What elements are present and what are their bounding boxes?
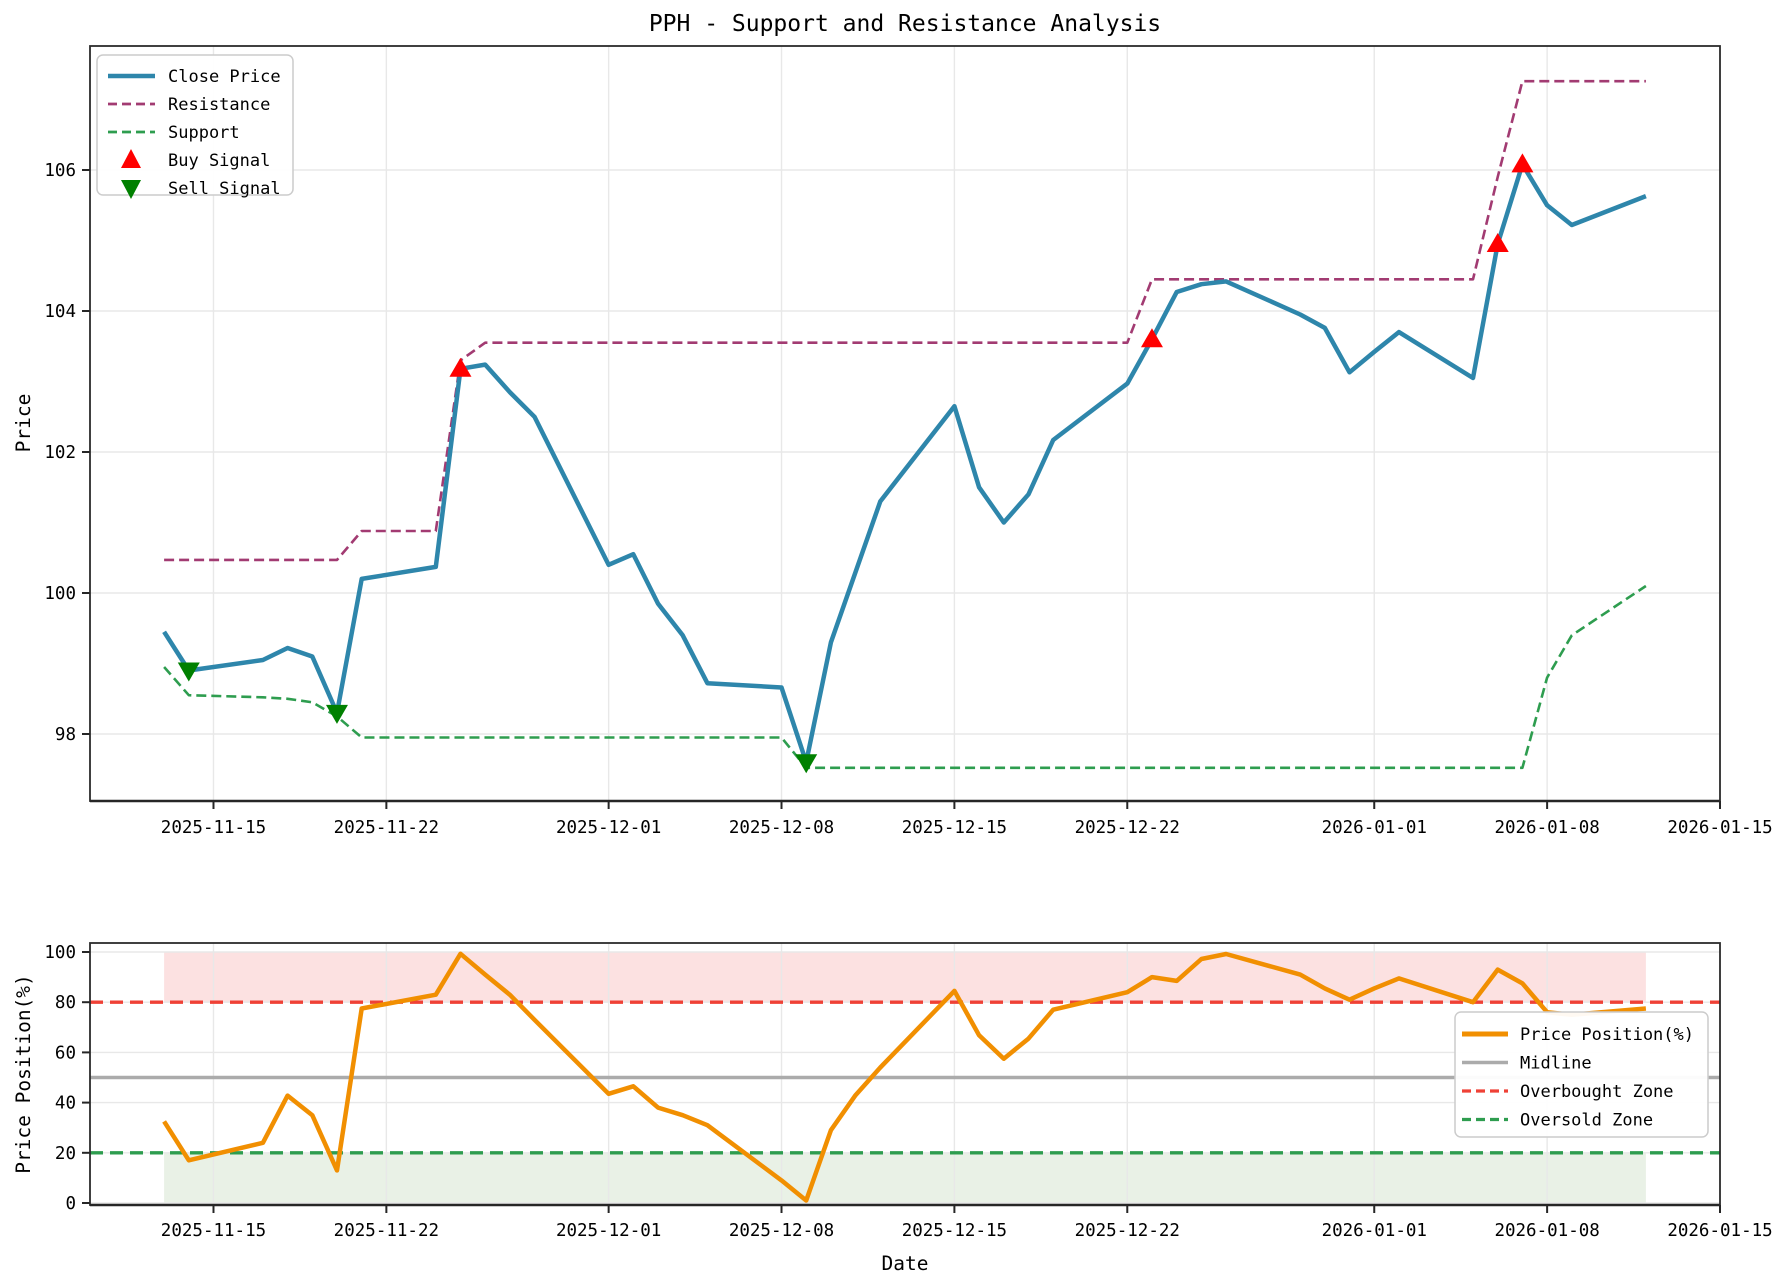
sell-signal-marker: [325, 704, 348, 724]
y-tick-label: 104: [44, 302, 76, 322]
y-tick-label: 100: [44, 943, 76, 963]
price-chart-legend: Close Price Resistance Support Buy Signal Se…: [96, 54, 294, 199]
legend-entry-label: Sell Signal: [168, 179, 281, 199]
y-tick-label: 100: [44, 584, 76, 604]
date-axis-label: Date: [882, 1252, 929, 1275]
buy-signal-marker: [1486, 233, 1509, 253]
buy-signal-legend-icon: [121, 149, 141, 168]
axis-ticks: 2025-11-15 2025-11-22 2025-12-01 2025-12-08…: [44, 943, 1772, 1241]
y-tick-label: 80: [55, 993, 76, 1013]
price-chart: 2025-11-15 2025-11-22 2025-12-01 2025-12-08…: [44, 45, 1773, 838]
x-tick-label: 2025-11-15: [161, 818, 266, 838]
x-tick-label: 2025-11-15: [161, 1221, 266, 1241]
y-tick-label: 106: [44, 161, 76, 181]
y-tick-label: 98: [55, 725, 76, 745]
x-tick-label: 2026-01-01: [1322, 1221, 1427, 1241]
x-tick-label: 2026-01-01: [1322, 818, 1427, 838]
y-tick-label: 20: [55, 1144, 76, 1164]
grid: [90, 46, 1721, 801]
buy-signal-marker: [1140, 328, 1163, 348]
x-tick-label: 2025-12-08: [729, 1221, 834, 1241]
chart-title: PPH - Support and Resistance Analysis: [649, 11, 1161, 37]
x-tick-label: 2026-01-08: [1494, 1221, 1599, 1241]
sell-signal-legend-icon: [121, 180, 141, 199]
legend-entry-label: Buy Signal: [168, 151, 270, 171]
y-tick-label: 102: [44, 443, 76, 463]
legend-entry-label: Oversold Zone: [1520, 1111, 1653, 1131]
position-axis-label: Price Position(%): [12, 974, 35, 1174]
sell-signal-marker: [795, 754, 818, 774]
price-position-line: [162, 951, 1647, 1203]
support-line: [163, 584, 1647, 770]
sell-signal-marker: [177, 662, 200, 682]
y-tick-label: 60: [55, 1043, 76, 1063]
legend-entry-label: Close Price: [168, 67, 281, 87]
x-tick-label: 2026-01-15: [1667, 1221, 1772, 1241]
position-chart-legend: Price Position(%) Midline Overbought Zone O…: [1454, 1011, 1709, 1138]
x-tick-label: 2025-12-22: [1075, 1221, 1180, 1241]
legend-entry-label: Midline: [1520, 1054, 1592, 1074]
resistance-line: [164, 79, 1646, 562]
legend-entry-label: Price Position(%): [1520, 1025, 1694, 1045]
x-tick-label: 2025-12-01: [556, 1221, 661, 1241]
x-tick-label: 2025-12-15: [902, 1221, 1007, 1241]
legend-entry-label: Overbought Zone: [1520, 1082, 1674, 1102]
x-tick-label: 2025-12-08: [729, 818, 834, 838]
buy-signal-marker: [1511, 153, 1534, 173]
close-price-line: [162, 162, 1647, 765]
x-tick-label: 2025-12-15: [902, 818, 1007, 838]
position-chart: 2025-11-15 2025-11-22 2025-12-01 2025-12-08…: [44, 942, 1773, 1241]
legend-entry-label: Resistance: [168, 95, 270, 115]
x-tick-label: 2025-11-22: [334, 1221, 439, 1241]
zone-band: [164, 1152, 1646, 1203]
y-tick-label: 40: [55, 1094, 76, 1114]
legend-entry-label: Support: [168, 123, 240, 143]
buy-signal-marker: [449, 357, 472, 377]
x-tick-label: 2025-11-22: [334, 818, 439, 838]
plot-frame: [89, 45, 1721, 802]
x-tick-label: 2026-01-15: [1667, 818, 1772, 838]
x-tick-label: 2026-01-08: [1494, 818, 1599, 838]
axis-ticks: 2025-11-15 2025-11-22 2025-12-01 2025-12-08…: [44, 161, 1772, 838]
x-tick-label: 2025-12-22: [1075, 818, 1180, 838]
grid: [90, 943, 1721, 1205]
x-tick-label: 2025-12-01: [556, 818, 661, 838]
price-axis-label: Price: [12, 394, 35, 453]
y-tick-label: 0: [65, 1194, 76, 1214]
